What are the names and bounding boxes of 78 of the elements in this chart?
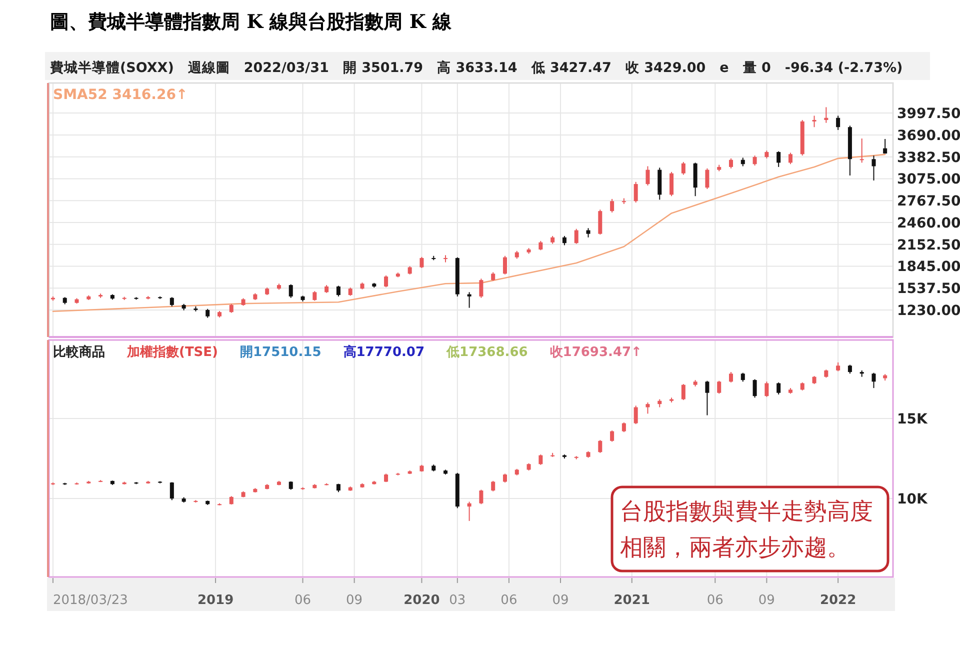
candlestick: [502, 255, 507, 275]
x-tick-label: 06: [706, 593, 724, 608]
y-tick-label: 2767.50: [897, 194, 960, 210]
x-tick-label: 09: [758, 593, 775, 608]
candlestick: [491, 480, 496, 492]
candlestick: [538, 240, 543, 251]
candlestick: [610, 198, 614, 213]
candlestick: [776, 382, 781, 395]
y-tick-label: 2152.50: [897, 237, 960, 254]
candlestick: [444, 254, 448, 263]
x-tick-label: 06: [500, 593, 518, 608]
candlestick: [872, 372, 876, 389]
y-tick-label: 2460.00: [897, 215, 960, 232]
candlestick: [776, 150, 781, 168]
y-tick-label: 3690.00: [897, 128, 960, 144]
candlestick: [812, 115, 816, 128]
y-tick-label: 1845.00: [897, 259, 960, 276]
candlestick: [598, 209, 602, 236]
candlestick: [705, 380, 710, 416]
candlestick: [336, 285, 340, 297]
candlestick: [788, 152, 792, 165]
x-tick-label: 2019: [197, 593, 234, 608]
candlestick: [574, 228, 578, 244]
candlestick: [479, 489, 484, 505]
candlestick: [538, 454, 543, 466]
candlestick: [728, 158, 733, 169]
candlestick: [872, 155, 876, 181]
candlestick: [288, 284, 293, 298]
candlestick: [860, 138, 864, 164]
candlestick: [883, 138, 888, 154]
x-tick-label: 2022: [820, 593, 856, 608]
candlestick: [467, 501, 472, 522]
candlestick: [170, 482, 174, 501]
candlestick: [752, 378, 757, 398]
annotation: 台股指數與費半走勢高度相關，兩者亦步亦趨。: [620, 499, 873, 561]
y-tick-label: 1537.50: [897, 281, 960, 298]
x-tick-label: 03: [449, 593, 466, 608]
candlestick: [728, 372, 733, 383]
x-tick-label: 09: [552, 593, 569, 608]
candlestick: [634, 181, 638, 204]
candlestick: [420, 256, 424, 268]
candlestick: [824, 106, 828, 124]
chart-subtitle: 費城半導體(SOXX) 週線圖 2022/03/31 開 3501.79 高 3633.14 低 3427.47 收 3429.00 e 量 0 -96.34 (-2.73%): [49, 59, 903, 76]
x-tick-label: 06: [294, 593, 312, 608]
candlestick: [610, 430, 614, 442]
candlestick: [170, 296, 174, 307]
candlestick: [670, 171, 674, 197]
y-tick-label: 3382.50: [897, 150, 960, 166]
y-tick-label: 15K: [897, 411, 928, 428]
candlestick: [752, 155, 757, 166]
candlestick: [705, 168, 710, 190]
candlestick: [384, 274, 388, 288]
text: 比較商品 加權指數(TSE) 開17510.15 高17770.07 低17368.66 收17693.47↑: [53, 345, 642, 360]
candlestick: [622, 422, 626, 433]
x-tick-label: 2021: [614, 593, 650, 608]
candlestick: [467, 292, 472, 308]
chart-title: 圖、費城半導體指數周 K 線與台股指數周 K 線: [50, 11, 452, 33]
x-tick-label: 09: [346, 593, 363, 608]
candlestick: [836, 115, 840, 130]
candlestick: [646, 402, 650, 414]
candlestick: [681, 384, 686, 401]
text: SMA52 3416.26↑: [53, 87, 188, 103]
candlestick: [681, 161, 686, 176]
candlestick: [586, 228, 590, 238]
y-tick-label: 3997.50: [897, 106, 960, 122]
x-tick-label: 2020: [404, 593, 440, 608]
candlestick: [479, 278, 484, 298]
candlestick: [598, 440, 602, 454]
y-tick-label: 10K: [897, 492, 928, 508]
candlestick: [646, 166, 650, 186]
candlestick: [717, 380, 722, 394]
x-tick-label: 2018/03/23: [52, 593, 128, 608]
candlestick: [764, 381, 769, 398]
y-tick-label: 1230.00: [897, 302, 960, 319]
y-tick-label: 3075.00: [897, 172, 960, 188]
candlestick: [312, 290, 317, 302]
candlestick: [634, 405, 638, 425]
candlestick: [562, 235, 566, 246]
